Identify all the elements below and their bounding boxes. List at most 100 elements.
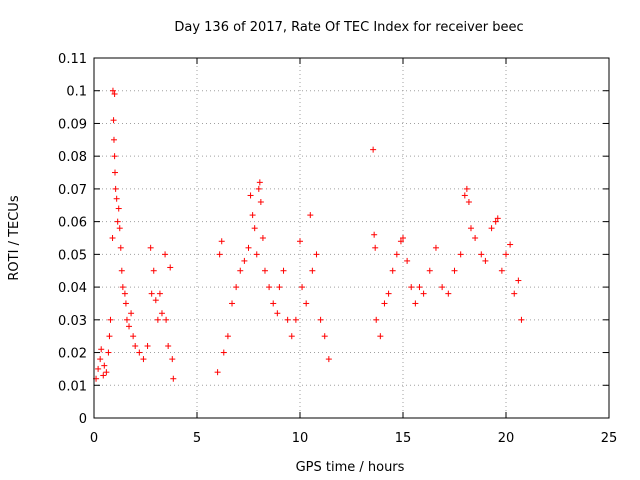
data-point	[292, 316, 299, 323]
data-point	[95, 365, 102, 372]
data-point	[132, 343, 139, 349]
data-point	[400, 235, 406, 241]
data-point	[498, 267, 505, 274]
y-tick-label: 0	[79, 412, 87, 427]
data-point	[218, 238, 225, 245]
y-tick-label: 0.01	[58, 379, 87, 394]
data-point	[147, 244, 154, 251]
chart-title: Day 136 of 2017, Rate Of TEC Index for r…	[174, 20, 523, 35]
data-point	[165, 343, 172, 349]
data-point	[472, 235, 479, 241]
data-point	[451, 267, 458, 274]
x-tick-label: 0	[90, 431, 98, 446]
data-point	[511, 290, 518, 297]
data-point	[98, 346, 105, 353]
data-point	[461, 192, 468, 199]
data-point	[389, 267, 396, 274]
data-point	[261, 267, 268, 274]
data-point	[251, 225, 258, 232]
data-point	[463, 185, 470, 192]
data-point	[467, 225, 474, 232]
data-point	[416, 284, 423, 291]
data-point	[170, 375, 177, 382]
y-tick-label: 0.08	[58, 150, 87, 165]
data-point	[325, 356, 332, 363]
data-point	[167, 264, 174, 271]
data-point	[100, 372, 107, 379]
data-point	[309, 267, 316, 274]
data-point	[111, 91, 118, 97]
x-tick-label: 15	[395, 431, 412, 446]
data-point	[150, 267, 157, 274]
data-point	[110, 117, 117, 124]
data-point	[297, 238, 303, 245]
data-point	[492, 218, 499, 225]
data-point	[321, 333, 328, 340]
data-point	[257, 199, 264, 205]
data-point	[112, 185, 119, 192]
data-point	[144, 343, 151, 349]
plot-frame	[93, 57, 610, 419]
data-point	[465, 199, 472, 205]
data-point	[445, 290, 452, 297]
data-point	[307, 212, 314, 219]
data-point	[253, 251, 260, 258]
data-point	[317, 316, 324, 323]
data-point	[432, 244, 439, 251]
x-tick-label: 20	[498, 431, 515, 446]
grid-lines	[94, 58, 609, 418]
y-tick-label: 0.06	[58, 216, 87, 231]
data-point	[128, 310, 135, 317]
data-point	[126, 323, 133, 330]
data-point	[284, 316, 291, 323]
data-point	[163, 316, 170, 323]
data-point	[371, 231, 378, 238]
y-tick-label: 0.07	[58, 183, 87, 198]
data-point	[122, 300, 129, 307]
data-point	[169, 356, 176, 363]
data-point	[404, 257, 411, 264]
y-tick-label: 0.09	[58, 117, 87, 132]
data-point	[303, 300, 310, 307]
data-point	[220, 349, 227, 356]
data-point	[488, 225, 495, 232]
data-point	[117, 244, 124, 251]
data-point	[241, 257, 248, 264]
data-point	[214, 369, 221, 376]
data-point	[114, 218, 121, 225]
axis-ticks: 0 0.01 0.02 0.03 0.04 0.05 0.06 0.07 0.08 0.09 0.1…	[58, 52, 617, 446]
data-point	[426, 267, 433, 274]
data-point	[158, 310, 165, 317]
data-point	[101, 362, 108, 369]
data-point	[372, 244, 379, 251]
data-point	[515, 277, 522, 284]
data-point	[118, 267, 125, 274]
data-point	[373, 316, 380, 323]
x-tick-label: 10	[292, 431, 309, 446]
data-point	[162, 251, 169, 258]
data-point	[408, 284, 415, 291]
data-point	[299, 284, 306, 291]
data-point	[385, 290, 392, 297]
data-point	[233, 284, 240, 291]
data-point	[152, 297, 159, 304]
data-point	[288, 333, 295, 340]
y-tick-label: 0.04	[58, 281, 87, 296]
y-tick-label: 0.02	[58, 347, 87, 362]
data-point	[266, 284, 273, 291]
data-point	[112, 169, 119, 176]
data-point	[130, 333, 137, 340]
data-point	[478, 251, 485, 258]
data-point	[482, 257, 489, 264]
data-point	[412, 300, 419, 307]
data-point	[107, 316, 114, 323]
data-point	[109, 87, 116, 94]
data-point	[247, 192, 254, 199]
data-point	[313, 251, 320, 258]
data-point	[377, 333, 384, 340]
data-point	[216, 251, 223, 258]
data-point	[115, 205, 122, 212]
y-tick-label: 0.05	[58, 248, 87, 263]
x-axis-label: GPS time / hours	[296, 460, 405, 475]
